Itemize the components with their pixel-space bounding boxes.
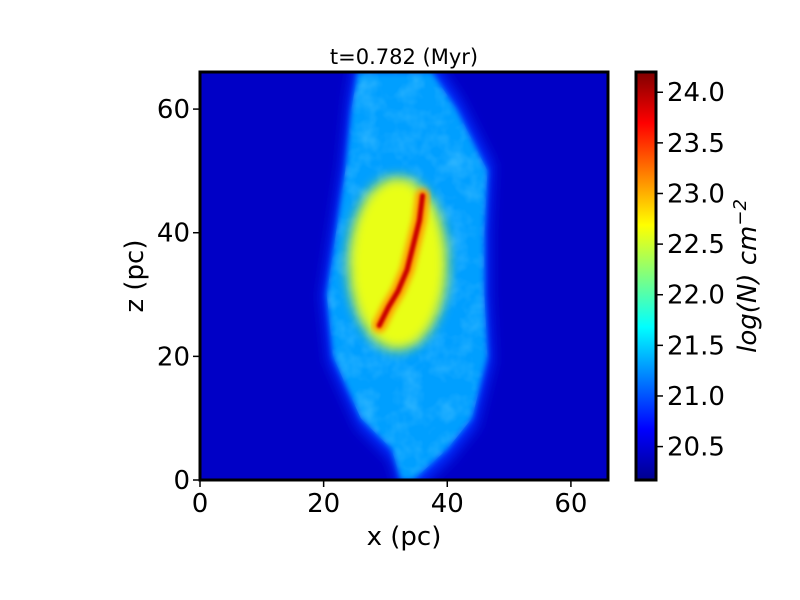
colorbar-tick-label: 23.0	[667, 179, 725, 209]
density-map	[200, 72, 608, 480]
x-tick-label: 60	[554, 489, 587, 519]
colorbar-tick-label: 21.5	[667, 331, 725, 361]
y-tick-label: 40	[157, 219, 190, 249]
y-tick-label: 20	[157, 342, 190, 372]
colorbar-label-exponent: −2	[730, 199, 751, 226]
plot-frame	[198, 70, 610, 482]
chart-title: t=0.782 (Myr)	[330, 45, 478, 69]
filament	[376, 193, 426, 328]
colorbar-tick-label: 20.5	[667, 433, 725, 463]
x-axis-label: x (pc)	[367, 522, 442, 552]
y-tick-label: 0	[173, 466, 190, 496]
x-tick-label: 40	[431, 489, 464, 519]
colorbar-tick-label: 21.0	[667, 382, 725, 412]
colorbar-label-base: log(N) cm	[733, 226, 763, 353]
colorbar-tick-label: 24.0	[667, 78, 725, 108]
x-tick-label: 20	[307, 489, 340, 519]
colorbar-label: log(N) cm−2	[730, 199, 763, 353]
colorbar-tick-label: 22.0	[667, 281, 725, 311]
x-axis: 0 20 40 60	[192, 480, 587, 519]
colorbar-tick-label: 23.5	[667, 129, 725, 159]
cloud-core	[348, 177, 448, 351]
x-tick-label: 0	[192, 489, 209, 519]
y-tick-label: 60	[157, 95, 190, 125]
colorbar-tick-label: 22.5	[667, 230, 725, 260]
y-axis: 0 20 40 60	[157, 95, 200, 496]
colorbar-axis: 20.5 21.0 21.5 22.0 22.5 23.0 23.5 24.0	[656, 78, 725, 463]
y-axis-label: z (pc)	[120, 240, 150, 313]
colorbar	[634, 70, 658, 482]
